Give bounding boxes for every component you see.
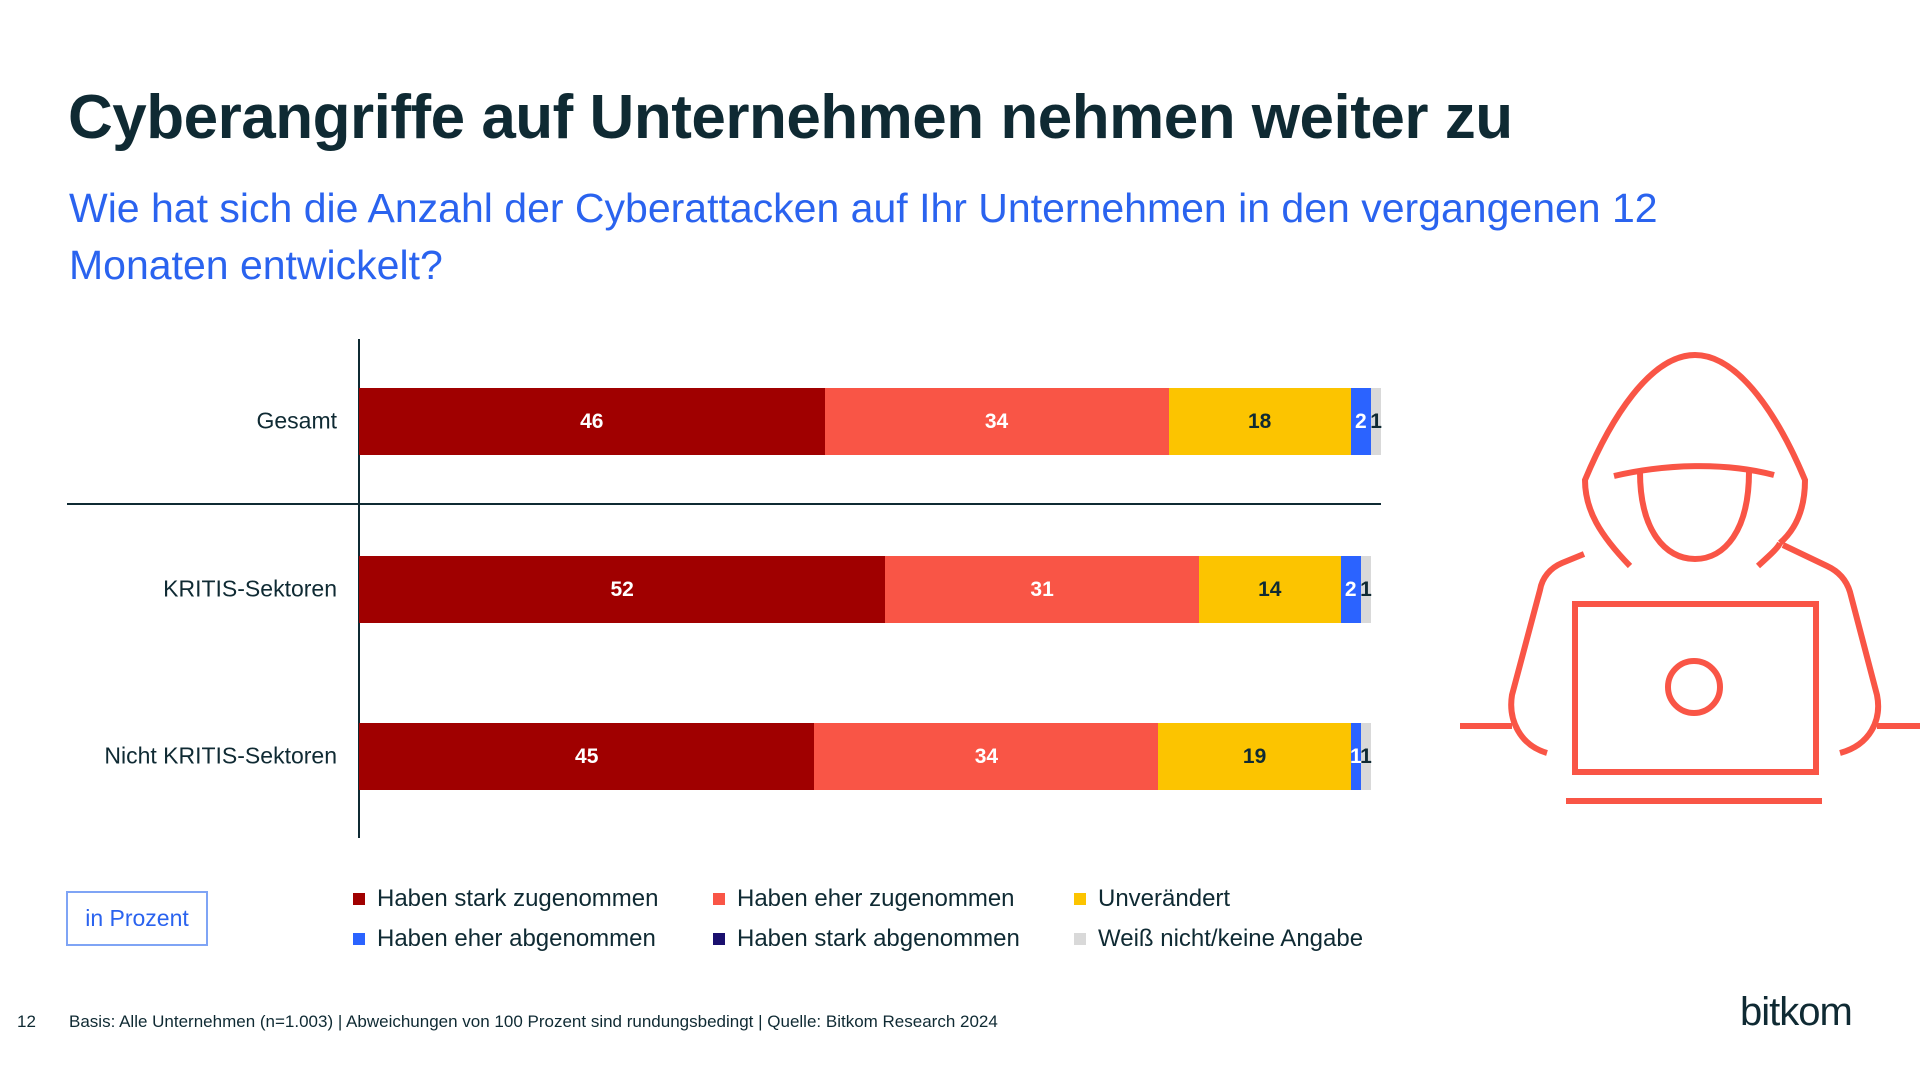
legend-item: Haben eher abgenommen [353, 925, 656, 953]
bar-segment: 1 [1349, 723, 1362, 790]
data-label: 31 [1030, 577, 1054, 601]
bar-segment: 18 [1168, 388, 1351, 455]
bar-segment: 45 [359, 723, 815, 790]
bar-segment: 19 [1158, 723, 1351, 790]
legend-label: Unverändert [1098, 885, 1231, 912]
group-separator-line [67, 503, 1381, 505]
bar-segment: 2 [1340, 556, 1361, 623]
hacker-at-laptop-icon [1460, 351, 1920, 804]
data-label: 45 [575, 744, 599, 768]
legend-swatch [713, 933, 725, 945]
data-label: 52 [610, 577, 634, 601]
data-label: 18 [1247, 409, 1272, 433]
bar-segment: 34 [814, 723, 1159, 790]
data-label: 1 [1360, 744, 1372, 768]
legend-swatch [353, 893, 365, 905]
legend-item: Unverändert [1074, 885, 1230, 913]
data-label: 1 [1360, 577, 1372, 601]
bar-segment: 1 [1360, 723, 1372, 790]
legend-swatch [353, 933, 365, 945]
legend-label: Haben stark abgenommen [737, 925, 1020, 952]
legend-label: Haben eher zugenommen [737, 885, 1015, 912]
legend-swatch [1074, 893, 1086, 905]
bitkom-logo: bitkom [1740, 990, 1853, 1034]
source-footnote: Basis: Alle Unternehmen (n=1.003) | Abwe… [69, 1012, 998, 1031]
data-label: 2 [1344, 577, 1357, 601]
data-label: 19 [1242, 744, 1267, 768]
legend-item: Weiß nicht/keine Angabe [1074, 925, 1363, 953]
bar-segment: 1 [1360, 556, 1372, 623]
legend-label: Weiß nicht/keine Angabe [1098, 925, 1364, 952]
unit-label-box: in Prozent [66, 891, 208, 946]
data-label: 1 [1349, 744, 1362, 768]
bar-segment: 31 [885, 556, 1199, 623]
category-label: KRITIS-Sektoren [163, 575, 337, 602]
bar-segment: 2 [1350, 388, 1371, 455]
data-label: 46 [580, 409, 604, 433]
page-number: 12 [17, 1012, 36, 1031]
question-subtitle: Wie hat sich die Anzahl der Cyberattacke… [69, 185, 1658, 288]
data-label: 14 [1258, 577, 1282, 601]
legend-item: Haben stark abgenommen [713, 925, 1020, 953]
data-label: 34 [974, 744, 999, 768]
legend-swatch [713, 893, 725, 905]
bar-segment: 46 [359, 388, 825, 455]
bar-segment: 34 [824, 388, 1169, 455]
page-title: Cyberangriffe auf Unternehmen nehmen wei… [68, 83, 1513, 152]
data-label: 34 [984, 409, 1009, 433]
bar-segment: 1 [1370, 388, 1382, 455]
bar-segment: 14 [1198, 556, 1341, 623]
data-label: 2 [1355, 409, 1367, 433]
legend-item: Haben stark zugenommen [353, 885, 658, 913]
legend-label: Haben stark zugenommen [377, 885, 659, 912]
category-label: Gesamt [256, 407, 337, 434]
legend-swatch [1074, 933, 1086, 945]
data-label: 1 [1370, 409, 1382, 433]
bar-segment: 52 [359, 556, 886, 623]
legend-item: Haben eher zugenommen [713, 885, 1015, 913]
legend-label: Haben eher abgenommen [377, 925, 656, 952]
category-label: Nicht KRITIS-Sektoren [104, 742, 337, 769]
